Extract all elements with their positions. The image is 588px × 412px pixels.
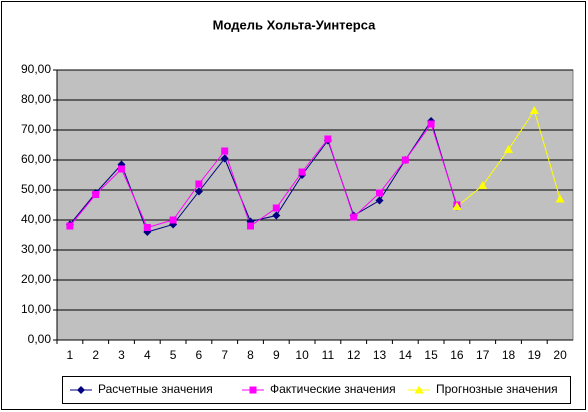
legend-marker: [414, 385, 424, 394]
data-point: [195, 180, 203, 188]
data-point: [298, 168, 306, 176]
x-tick-label: 20: [553, 348, 567, 362]
legend-label: Фактические значения: [270, 382, 396, 396]
data-point: [376, 189, 383, 197]
x-tick-label: 9: [273, 348, 280, 362]
x-tick-label: 1: [67, 348, 74, 362]
data-point: [427, 120, 435, 128]
x-tick-label: 13: [373, 348, 387, 362]
y-tick-label: 70,00: [21, 122, 51, 136]
data-point: [375, 196, 384, 205]
data-point: [220, 154, 229, 163]
y-tick-label: 50,00: [21, 182, 51, 196]
data-point: [272, 204, 280, 212]
y-tick-label: 90,00: [21, 62, 51, 76]
x-tick-label: 16: [450, 348, 464, 362]
data-point: [529, 106, 539, 114]
data-point: [247, 222, 254, 230]
y-tick-label: 80,00: [21, 92, 51, 106]
series-line: [69, 122, 458, 229]
y-tick-label: 30,00: [21, 242, 51, 256]
data-point: [272, 211, 281, 220]
x-tick-label: 4: [144, 348, 151, 362]
data-point: [92, 191, 100, 198]
data-point: [221, 147, 229, 155]
legend-marker: [77, 386, 85, 394]
x-tick-label: 5: [170, 348, 177, 362]
data-point: [324, 135, 332, 143]
y-tick-label: 0,00: [28, 332, 52, 346]
x-tick-label: 18: [502, 348, 516, 362]
data-point: [143, 224, 151, 231]
x-tick-label: 6: [196, 348, 203, 362]
data-point: [452, 202, 462, 210]
data-point: [504, 145, 513, 153]
plot-area: [56, 69, 574, 341]
x-tick-label: 11: [322, 348, 335, 362]
x-tick-label: 15: [424, 348, 438, 362]
data-point: [478, 181, 488, 189]
x-tick-label: 12: [347, 348, 361, 362]
legend-label: Прогнозные значения: [436, 382, 558, 396]
x-tick-label: 17: [476, 348, 490, 362]
data-point: [401, 156, 409, 164]
x-tick-label: 7: [221, 348, 228, 362]
x-tick-label: 10: [295, 348, 309, 362]
data-point: [169, 216, 177, 224]
y-tick-label: 20,00: [21, 272, 51, 286]
x-tick-label: 14: [399, 348, 413, 362]
x-tick-label: 3: [118, 348, 125, 362]
legend-marker: [249, 386, 257, 394]
x-tick-label: 8: [247, 348, 254, 362]
chart-title: Модель Хольта-Уинтерса: [213, 17, 376, 32]
data-point: [66, 222, 74, 230]
data-point: [118, 165, 125, 173]
legend-label: Расчетные значения: [98, 382, 213, 396]
data-point: [350, 213, 358, 221]
y-tick-label: 60,00: [21, 152, 51, 166]
legend-box: [62, 376, 571, 404]
data-point: [194, 187, 203, 196]
x-tick-label: 19: [528, 348, 542, 362]
data-point: [555, 194, 565, 203]
y-tick-label: 10,00: [21, 302, 51, 316]
y-tick-label: 40,00: [21, 212, 51, 226]
x-tick-label: 2: [92, 348, 99, 362]
